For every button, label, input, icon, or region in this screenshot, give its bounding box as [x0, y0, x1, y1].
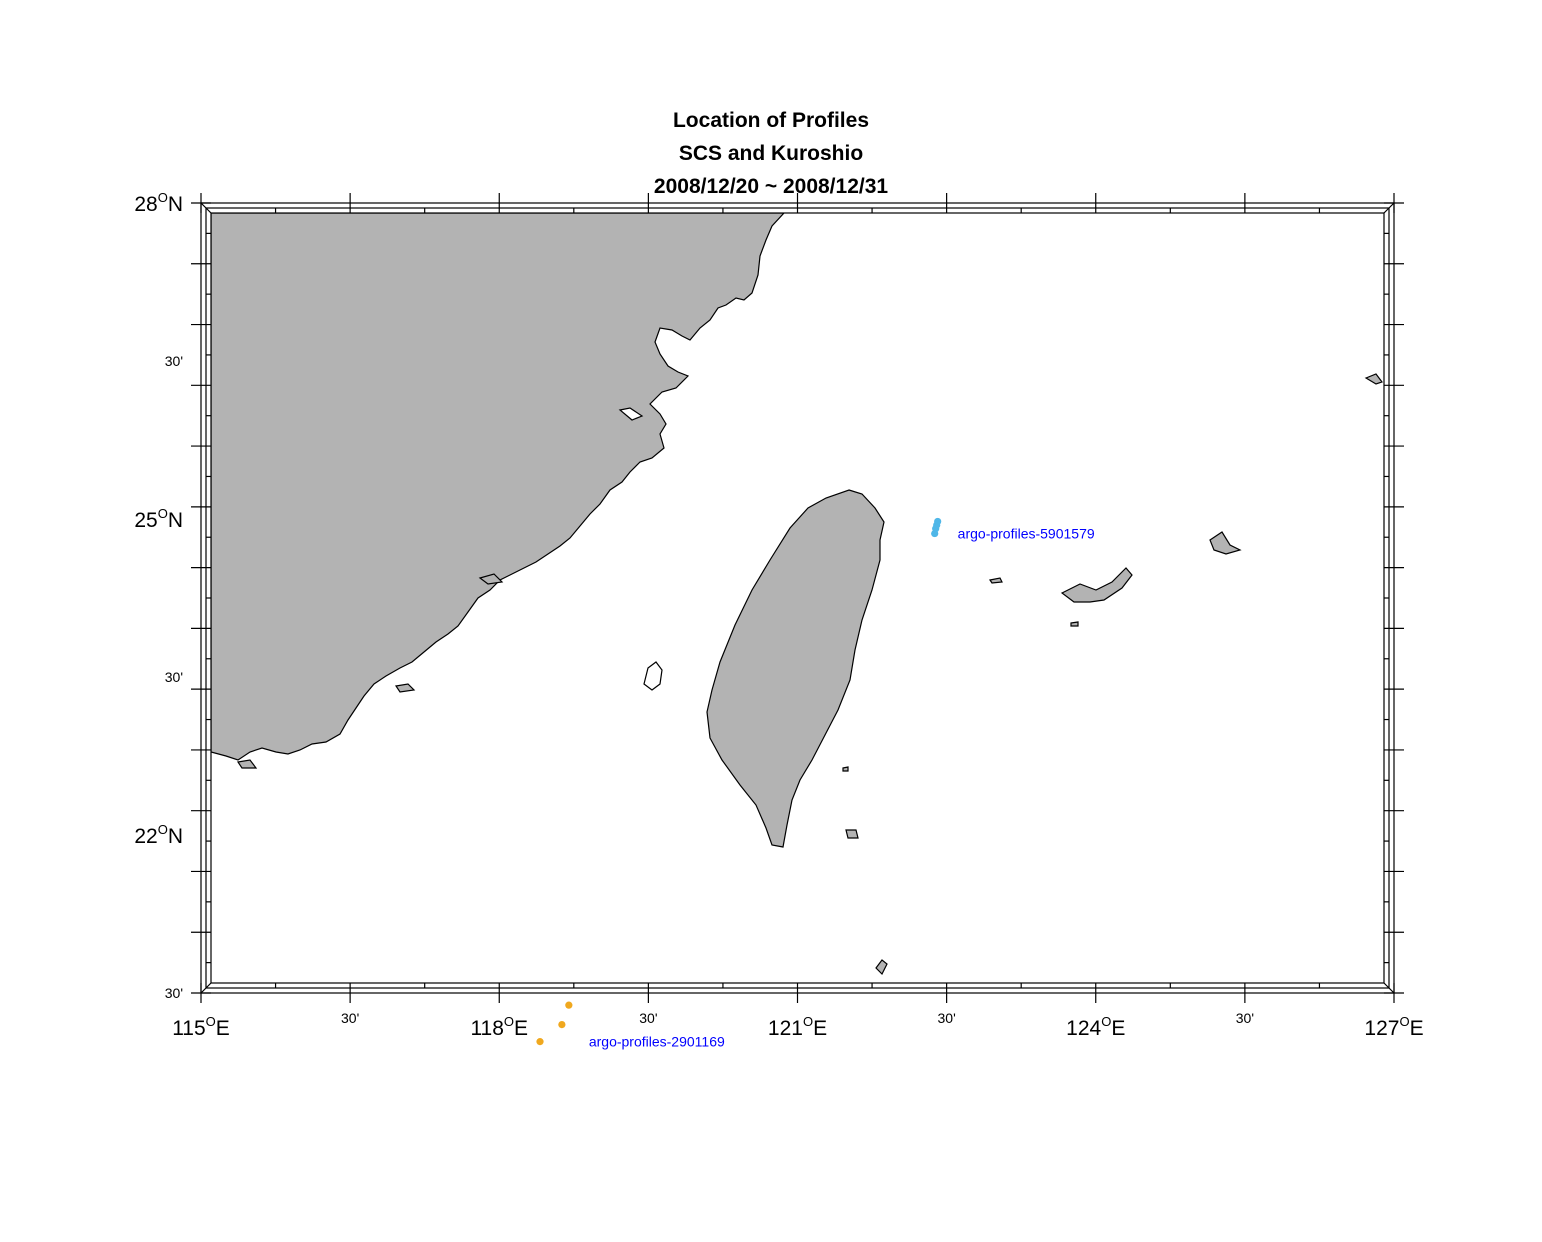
- island-coast-1: [394, 683, 416, 693]
- hemisphere-suffix: E: [216, 1017, 230, 1040]
- y-tick-label: 28ON: [134, 190, 183, 216]
- island-lanyu: [845, 829, 859, 839]
- taiwan-island: [706, 489, 885, 848]
- title-line-1: Location of Profiles: [672, 109, 869, 132]
- profile-point: [536, 1038, 544, 1046]
- frame-corner-tl: [200, 202, 212, 214]
- y-minor-tick-label: 30': [165, 985, 183, 1001]
- x-axis-labels: 115OE 30' 118OE 30' 121OE 30' 124OE 30' 127OE: [172, 1010, 1423, 1040]
- degree-symbol: O: [803, 1014, 813, 1029]
- title-line-3: 2008/12/20 ~ 2008/12/31: [653, 175, 889, 198]
- island-coast-3: [236, 759, 258, 769]
- hemisphere-suffix: N: [168, 825, 183, 848]
- profile-point: [934, 517, 942, 526]
- y-tick-label: 25ON: [134, 506, 183, 532]
- y-tick-label: 22ON: [134, 822, 183, 848]
- y-minor-tick-label: 30': [165, 353, 183, 369]
- degree-symbol: O: [504, 1014, 514, 1029]
- island-yonaguni: [989, 577, 1003, 584]
- x-tick-label: 127OE: [1364, 1014, 1423, 1040]
- x-minor-tick-label: 30': [341, 1010, 359, 1026]
- frame-corner-br: [1383, 982, 1395, 994]
- hemisphere-suffix: E: [514, 1017, 528, 1040]
- island-batan: [875, 959, 888, 976]
- series-label: argo-profiles-5901579: [958, 526, 1095, 542]
- hemisphere-suffix: E: [1111, 1017, 1125, 1040]
- x-tick-label: 118OE: [470, 1014, 528, 1040]
- x-minor-tick-label: 30': [938, 1010, 956, 1026]
- x-minor-tick-label: 30': [1236, 1010, 1254, 1026]
- hemisphere-suffix: N: [168, 509, 183, 532]
- degree-symbol: O: [158, 506, 168, 521]
- x-minor-tick-label: 30': [639, 1010, 657, 1026]
- x-tick-label: 115OE: [172, 1014, 230, 1040]
- hemisphere-suffix: E: [813, 1017, 827, 1040]
- hemisphere-suffix: N: [168, 193, 183, 216]
- frame-corner-tr: [1383, 202, 1395, 214]
- island-kinmen-coast: [618, 407, 644, 421]
- profile-point: [565, 1001, 573, 1009]
- degree-symbol: O: [1399, 1014, 1409, 1029]
- x-tick-label: 121OE: [768, 1014, 827, 1040]
- profile-series: argo-profiles-5901579 argo-profiles-29011…: [536, 517, 1095, 1050]
- island-hateruma: [1070, 621, 1079, 627]
- x-tick-label: 124OE: [1066, 1014, 1125, 1040]
- island-ishigaki: [1060, 567, 1133, 603]
- frame-tick-marks: [191, 193, 1404, 1003]
- degree-symbol: O: [1101, 1014, 1111, 1029]
- title-line-2: SCS and Kuroshio: [678, 142, 864, 165]
- island-northeast: [1364, 373, 1383, 385]
- y-axis-labels: 30' 22ON 30' 25ON 30' 28ON: [134, 190, 183, 1001]
- series-label: argo-profiles-2901169: [589, 1034, 725, 1050]
- y-minor-tick-label: 30': [165, 669, 183, 685]
- island-miyako: [1209, 531, 1242, 555]
- series-argo-profiles-5901579: argo-profiles-5901579: [931, 517, 1095, 542]
- frame-corner-bl: [200, 982, 212, 994]
- series-argo-profiles-2901169: argo-profiles-2901169: [536, 1001, 725, 1050]
- degree-symbol: O: [206, 1014, 216, 1029]
- map-title: Location of Profiles SCS and Kuroshio 20…: [0, 104, 1542, 203]
- mainland-china-coast: [211, 213, 785, 761]
- degree-symbol: O: [158, 822, 168, 837]
- profile-point: [558, 1021, 566, 1029]
- island-coast-2: [478, 573, 504, 585]
- degree-symbol: O: [158, 190, 168, 205]
- hemisphere-suffix: E: [1410, 1017, 1424, 1040]
- island-green: [842, 766, 849, 772]
- island-penghu: [643, 661, 663, 691]
- land-masses: [211, 213, 1383, 976]
